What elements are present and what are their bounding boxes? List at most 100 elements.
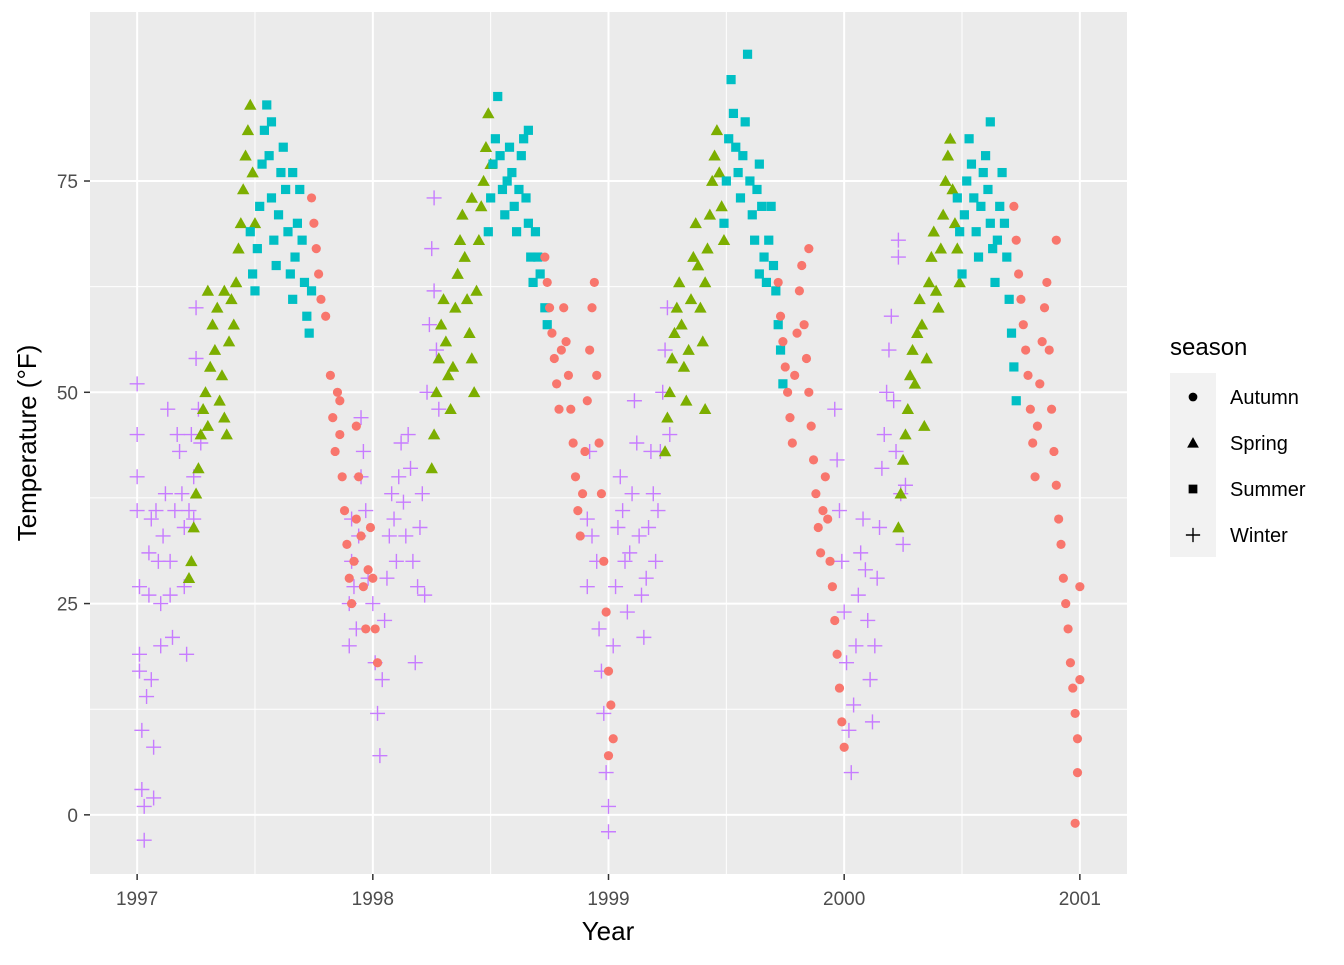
point-winter	[641, 520, 657, 536]
point-winter	[601, 798, 616, 814]
point-spring	[460, 293, 474, 305]
point-spring	[427, 428, 441, 440]
point-autumn	[309, 218, 319, 228]
point-summer	[973, 252, 984, 262]
point-summer	[295, 184, 305, 195]
point-summer	[269, 235, 279, 245]
point-winter	[179, 646, 195, 662]
point-autumn	[1063, 624, 1073, 634]
point-autumn	[1025, 404, 1035, 414]
point-autumn	[1023, 370, 1033, 380]
point-winter	[174, 486, 190, 502]
point-summer	[257, 159, 267, 169]
point-summer	[486, 193, 496, 203]
point-autumn	[592, 370, 602, 380]
point-autumn	[608, 734, 618, 744]
point-summer	[299, 277, 310, 288]
point-spring	[673, 276, 686, 288]
point-summer	[999, 218, 1010, 228]
point-summer	[1006, 328, 1017, 338]
point-spring	[434, 318, 448, 330]
point-winter	[407, 655, 423, 671]
point-winter	[596, 705, 612, 721]
point-autumn	[1051, 480, 1061, 490]
point-spring	[236, 183, 250, 195]
point-summer	[966, 159, 977, 169]
point-summer	[995, 201, 1005, 211]
point-summer	[959, 210, 969, 220]
point-winter	[881, 342, 897, 358]
x-tick-label: 1997	[116, 889, 158, 910]
point-winter	[841, 722, 857, 738]
point-winter	[864, 714, 880, 730]
point-spring	[444, 402, 457, 415]
point-winter	[622, 545, 638, 561]
point-summer	[761, 277, 772, 288]
point-summer	[502, 176, 512, 186]
point-autumn	[837, 717, 847, 727]
point-winter	[143, 511, 159, 527]
point-summer	[519, 134, 529, 144]
point-autumn	[587, 303, 597, 313]
point-autumn	[554, 404, 564, 414]
point-autumn	[790, 370, 800, 380]
point-autumn	[1046, 404, 1057, 414]
point-autumn	[797, 260, 807, 271]
point-autumn	[1032, 421, 1043, 431]
point-summer	[497, 184, 508, 195]
point-winter	[431, 401, 447, 417]
point-winter	[855, 511, 871, 527]
point-spring	[208, 343, 222, 355]
point-winter	[610, 520, 626, 536]
point-summer	[985, 117, 995, 127]
point-spring	[706, 174, 719, 186]
point-autumn	[839, 742, 849, 752]
point-autumn	[1065, 658, 1076, 668]
point-summer	[971, 227, 981, 237]
point-winter	[645, 486, 661, 502]
point-summer	[514, 184, 524, 195]
point-autumn	[603, 751, 614, 761]
point-spring	[906, 343, 919, 355]
point-winter	[633, 587, 649, 603]
point-spring	[911, 326, 924, 338]
point-spring	[894, 487, 907, 499]
point-summer	[985, 218, 995, 228]
point-winter	[181, 503, 197, 519]
point-summer	[997, 167, 1007, 178]
point-winter	[890, 232, 906, 248]
point-winter	[395, 494, 411, 510]
point-spring	[925, 250, 938, 262]
point-autumn	[330, 446, 340, 457]
point-spring	[658, 445, 672, 457]
point-spring	[663, 386, 676, 398]
point-spring	[199, 386, 212, 398]
point-summer	[297, 235, 307, 245]
point-summer	[747, 210, 757, 220]
point-winter	[403, 460, 419, 476]
point-spring	[241, 124, 255, 136]
point-summer	[738, 151, 748, 161]
point-summer	[278, 142, 288, 152]
point-summer	[757, 201, 767, 211]
point-winter	[853, 545, 869, 561]
point-autumn	[1021, 345, 1031, 355]
point-summer	[962, 176, 972, 186]
point-winter	[615, 503, 631, 519]
point-autumn	[808, 455, 819, 465]
point-spring	[929, 284, 943, 296]
point-spring	[437, 293, 450, 305]
point-spring	[951, 242, 964, 254]
point-summer	[771, 286, 781, 296]
point-spring	[465, 352, 479, 364]
point-winter	[419, 384, 435, 400]
point-autumn	[1054, 514, 1064, 524]
point-autumn	[1044, 345, 1054, 355]
point-spring	[451, 267, 464, 279]
point-autumn	[794, 286, 805, 296]
point-autumn	[351, 514, 361, 524]
point-spring	[708, 149, 721, 161]
point-autumn	[599, 556, 609, 566]
point-autumn	[827, 582, 837, 592]
point-winter	[617, 553, 633, 569]
